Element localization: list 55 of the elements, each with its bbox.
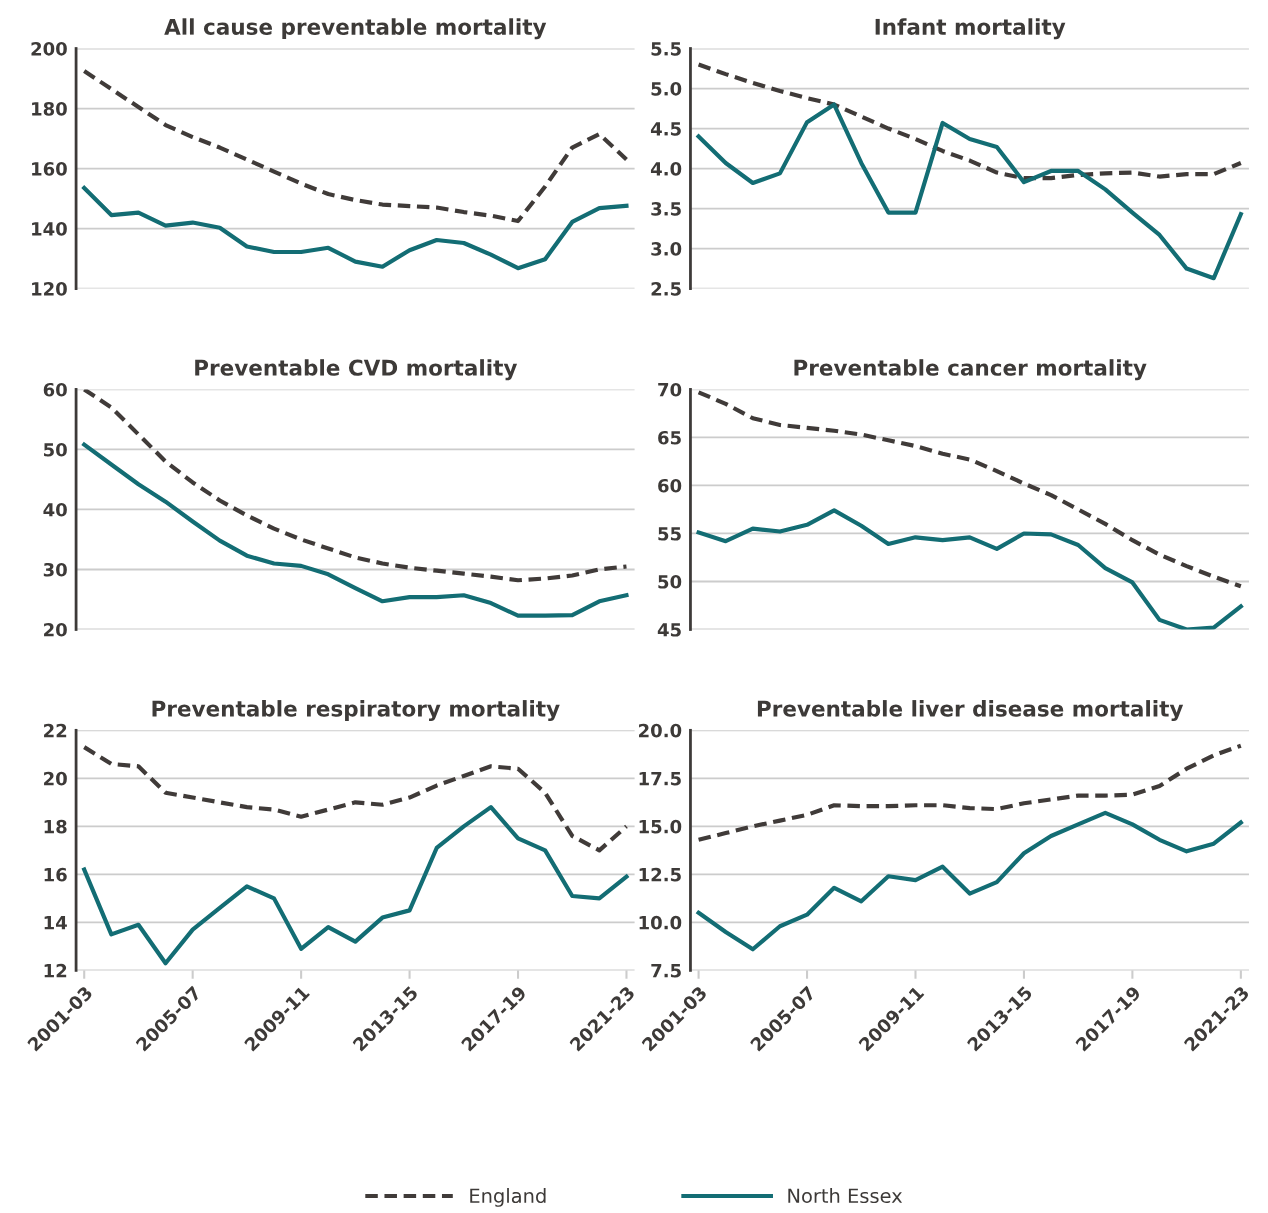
y-tick-label: 5.0 <box>651 81 682 96</box>
chart-title: Preventable cancer mortality <box>794 359 1147 381</box>
y-tick-label: 60 <box>43 382 67 397</box>
y-tick-label: 20 <box>44 622 67 637</box>
y-tick-label: 2.5 <box>651 282 681 296</box>
y-tick-label: 120 <box>32 282 67 296</box>
legend-label: North Essex <box>788 1188 903 1204</box>
chart-title: Preventable respiratory mortality <box>152 700 560 722</box>
y-tick-label: 3.0 <box>651 242 682 256</box>
line-series <box>696 508 1243 630</box>
y-tick-label: 180 <box>32 102 67 116</box>
legend-label: England <box>470 1188 546 1207</box>
y-tick-label: 4.5 <box>650 122 681 136</box>
line-series <box>696 743 1243 842</box>
line-series <box>82 442 629 618</box>
y-tick-label: 65 <box>658 430 681 445</box>
chart-title: All cause preventable mortality <box>164 18 547 40</box>
line-series <box>696 390 1243 589</box>
y-tick-label: 7.5 <box>651 964 681 978</box>
line-series <box>82 745 629 853</box>
line-series <box>696 810 1243 952</box>
y-tick-label: 60 <box>658 478 682 493</box>
y-tick-label: 10.0 <box>639 915 682 930</box>
y-tick-label: 4.0 <box>650 162 682 176</box>
y-tick-label: 30 <box>43 562 67 577</box>
y-tick-label: 160 <box>32 162 67 176</box>
y-tick-label: 70 <box>658 382 682 397</box>
y-tick-label: 20 <box>44 771 67 786</box>
line-series <box>82 389 629 583</box>
y-tick-label: 200 <box>31 41 67 56</box>
line-series <box>82 805 629 966</box>
y-tick-label: 3.5 <box>651 202 681 216</box>
line-series <box>82 68 629 224</box>
line-series <box>82 185 629 271</box>
y-tick-label: 50 <box>44 442 67 457</box>
y-tick-label: 55 <box>658 527 681 541</box>
y-tick-label: 15.0 <box>639 819 682 834</box>
chart-title: Infant mortality <box>875 18 1066 40</box>
y-tick-label: 22 <box>44 723 67 738</box>
line-series <box>696 102 1243 281</box>
chart-title: Preventable liver disease mortality <box>757 700 1184 722</box>
y-tick-label: 50 <box>658 574 682 589</box>
y-tick-label: 12.5 <box>639 867 681 882</box>
y-tick-label: 45 <box>657 623 681 637</box>
y-tick-label: 18 <box>44 819 67 834</box>
y-tick-label: 40 <box>43 502 67 517</box>
y-tick-label: 14 <box>44 916 67 930</box>
chart-title: Preventable CVD mortality <box>195 359 518 381</box>
y-tick-label: 12 <box>44 963 67 978</box>
y-tick-label: 5.5 <box>651 42 681 56</box>
y-tick-label: 140 <box>32 222 67 236</box>
line-series <box>696 62 1243 181</box>
y-tick-label: 17.5 <box>639 772 681 786</box>
y-tick-label: 20.0 <box>639 723 682 738</box>
y-tick-label: 16 <box>44 867 67 882</box>
